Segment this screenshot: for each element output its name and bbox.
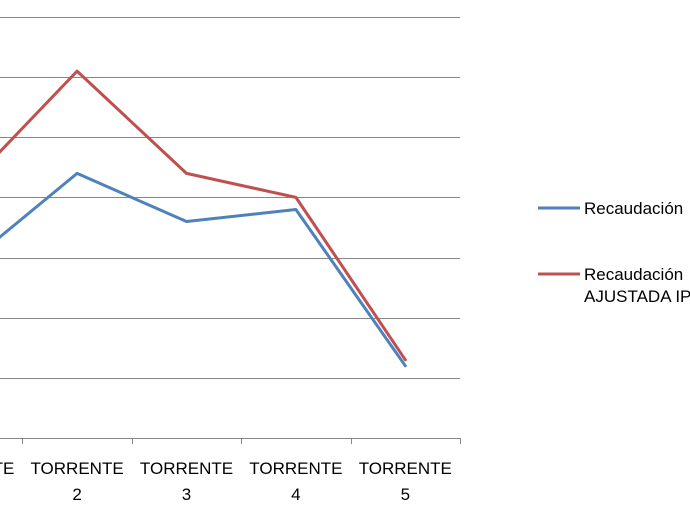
series-lines — [0, 69, 407, 368]
gridlines — [0, 17, 460, 379]
series-line — [0, 69, 407, 362]
x-tick-label: TORRENTE1 — [0, 459, 14, 504]
x-tick-label: TORRENTE 2 — [30, 459, 123, 504]
x-axis — [0, 438, 461, 444]
x-tick-label: TORRENTE 4 — [249, 459, 342, 504]
x-tick-label: TORRENTE 3 — [140, 459, 233, 504]
x-tick-label: TORRENTE 5 — [359, 459, 452, 504]
series-line — [0, 171, 407, 368]
legend-label: Recaudación — [584, 199, 683, 218]
